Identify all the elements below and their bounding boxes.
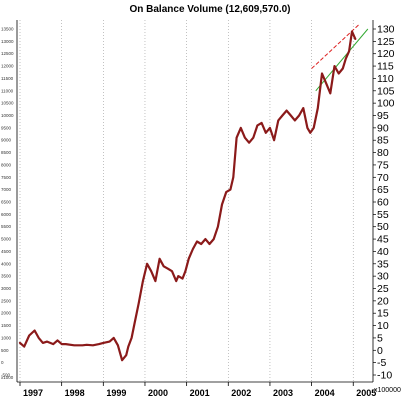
left-tick-label: 2000 (1, 311, 12, 316)
x-tick-label-2000: 2000 (148, 388, 168, 398)
right-tick-label: 35 (377, 258, 389, 270)
series (18, 30, 357, 362)
right-tick-label: -10 (377, 370, 392, 382)
right-tick-label: 20 (377, 295, 389, 307)
left-tick-label: 9500 (1, 125, 12, 130)
right-tick-label: 0 (377, 345, 383, 357)
left-tick-label: 1500 (1, 323, 12, 328)
right-tick-label: 105 (377, 85, 395, 97)
left-tick-label: 7000 (1, 187, 12, 192)
left-tick-label: 1000 (1, 335, 12, 340)
right-tick-label: 70 (377, 172, 389, 184)
right-tick-label: 85 (377, 135, 389, 147)
left-tick-label: 500 (1, 348, 9, 353)
right-tick-label: 80 (377, 147, 389, 159)
right-tick-label: 100 (377, 98, 395, 110)
right-tick-label: 55 (377, 209, 389, 221)
right-axis-unit: x100000 (374, 387, 401, 394)
right-tick-label: 120 (377, 48, 395, 60)
x-tick-label-1998: 1998 (65, 388, 85, 398)
left-tick-label: 3000 (1, 286, 12, 291)
left-tick-label: 4000 (1, 261, 12, 266)
right-tick-label: 115 (377, 61, 394, 73)
x-tick-label-2005: 2005 (356, 388, 376, 398)
right-tick-label: 130 (377, 24, 395, 36)
left-tick-label: 5000 (1, 237, 12, 242)
left-tick-label: 6000 (1, 212, 12, 217)
chart-title: On Balance Volume (12,609,570.0) (129, 4, 290, 15)
left-tick-label: 10000 (1, 113, 14, 118)
left-tick-label: 11500 (1, 76, 14, 81)
right-tick-label: 65 (377, 184, 389, 196)
right-tick-label: 5 (377, 332, 383, 344)
right-tick-label: 15 (377, 308, 389, 320)
right-tick-label: -5 (377, 357, 386, 369)
left-tick-label: 0 (1, 360, 4, 365)
right-tick-label: 45 (377, 234, 389, 246)
x-tick-label-1999: 1999 (106, 388, 126, 398)
left-tick-label: 7500 (1, 175, 12, 180)
left-tick-label: 5500 (1, 224, 12, 229)
x-tick-label-2001: 2001 (190, 388, 210, 398)
left-tick-label: 13000 (1, 39, 14, 44)
right-tick-label: 125 (377, 36, 395, 48)
left-tick-label: 2500 (1, 298, 12, 303)
left-tick-label: 12500 (1, 51, 14, 56)
grid (19, 20, 354, 382)
left-tick-label: 10500 (1, 101, 14, 106)
right-tick-label: 25 (377, 283, 389, 295)
left-tick-label: 13500 (1, 27, 14, 32)
left-tick-label: 8000 (1, 162, 12, 167)
right-tick-label: 95 (377, 110, 389, 122)
left-tick-label: 8500 (1, 150, 12, 155)
x-tick-label-2003: 2003 (273, 388, 293, 398)
right-tick-label: 40 (377, 246, 389, 258)
right-tick-label: 50 (377, 221, 389, 233)
axes: 1301251201151101051009590858075706560555… (1, 20, 401, 398)
right-tick-label: 10 (377, 320, 389, 332)
left-tick-label: 9000 (1, 138, 12, 143)
left-tick-label: 11000 (1, 88, 14, 93)
left-tick-label: -500 (1, 373, 11, 378)
x-tick-label-2004: 2004 (315, 388, 335, 398)
obv-series-line (18, 30, 357, 362)
left-axis-unit: x1000 (1, 375, 14, 380)
x-tick-label-1997: 1997 (23, 388, 43, 398)
right-tick-label: 90 (377, 122, 389, 134)
right-tick-label: 110 (377, 73, 394, 85)
left-tick-label: 12000 (1, 64, 14, 69)
right-tick-label: 30 (377, 271, 389, 283)
right-tick-label: 60 (377, 197, 389, 209)
x-tick-label-2002: 2002 (231, 388, 251, 398)
left-tick-label: 3500 (1, 274, 12, 279)
left-tick-label: 6500 (1, 200, 12, 205)
right-tick-label: 75 (377, 159, 389, 171)
left-tick-label: 4500 (1, 249, 12, 254)
